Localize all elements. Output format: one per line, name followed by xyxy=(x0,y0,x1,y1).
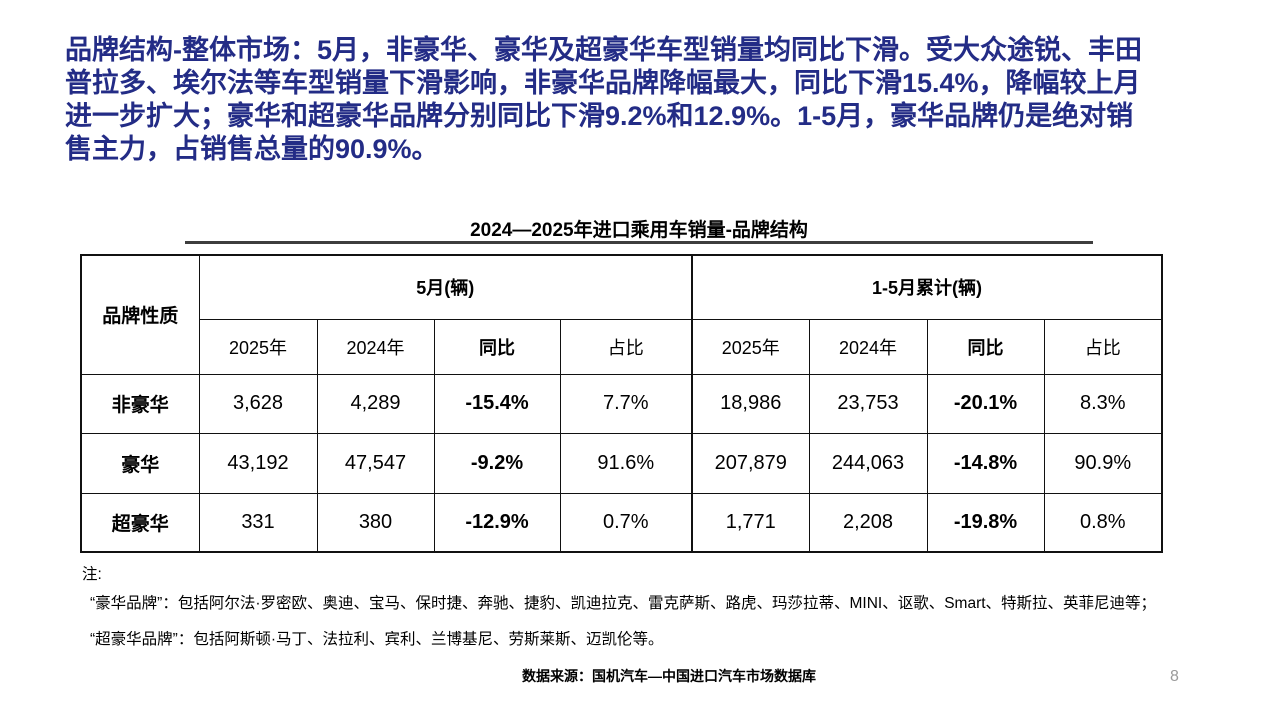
table-cell: -14.8% xyxy=(926,432,1045,494)
table-cell: -20.1% xyxy=(926,373,1045,434)
col-header-ytd-2024: 2024年 xyxy=(808,318,928,375)
group-header-ytd: 1-5月累计(辆) xyxy=(690,254,1163,320)
table-cell: -12.9% xyxy=(433,492,561,553)
table-row-luxury: 豪华 43,192 47,547 -9.2% 91.6% 207,879 244… xyxy=(80,432,1163,494)
table-group-header-row: 品牌性质 5月(辆) 1-5月累计(辆) xyxy=(80,254,1163,375)
page-number: 8 xyxy=(1170,668,1179,685)
headline-line-2: 普拉多、埃尔法等车型销量下滑影响，非豪华品牌降幅最大，同比下滑15.4%，降幅较… xyxy=(65,68,1141,98)
headline-line-3: 进一步扩大；豪华和超豪华品牌分别同比下滑9.2%和12.9%。1-5月，豪华品牌… xyxy=(65,101,1134,131)
col-header-ytd-yoy: 同比 xyxy=(926,318,1045,375)
table-sub-header-row: 2025年 2024年 同比 占比 2025年 2024年 同比 占比 xyxy=(81,318,1163,375)
col-header-may-2025: 2025年 xyxy=(198,318,318,375)
table-cell: -19.8% xyxy=(926,492,1045,553)
table-title: 2024—2025年进口乘用车销量-品牌结构 xyxy=(470,220,808,241)
table-cell: 3,628 xyxy=(198,373,318,434)
table-cell: 1,771 xyxy=(691,492,810,553)
table-cell: 331 xyxy=(198,492,318,553)
col-header-may-2024: 2024年 xyxy=(316,318,435,375)
row-label: 超豪华 xyxy=(80,492,200,553)
col-header-may-share: 占比 xyxy=(559,318,693,375)
headline-line-4: 售主力，占销售总量的90.9%。 xyxy=(65,134,439,164)
note-luxury-brands: “豪华品牌”：包括阿尔法·罗密欧、奥迪、宝马、保时捷、奔驰、捷豹、凯迪拉克、雷克… xyxy=(90,595,1157,612)
table-cell: 0.8% xyxy=(1043,492,1163,553)
table-cell: 244,063 xyxy=(808,432,928,494)
notes: 注: “豪华品牌”：包括阿尔法·罗密欧、奥迪、宝马、保时捷、奔驰、捷豹、凯迪拉克… xyxy=(82,562,1212,663)
table-cell: 207,879 xyxy=(691,432,810,494)
table-cell: 91.6% xyxy=(559,432,693,494)
table-cell: 47,547 xyxy=(316,432,435,494)
col-header-ytd-share: 占比 xyxy=(1043,318,1163,375)
table-cell: 4,289 xyxy=(316,373,435,434)
note-super-luxury-brands: “超豪华品牌”：包括阿斯顿·马丁、法拉利、宾利、兰博基尼、劳斯莱斯、迈凯伦等。 xyxy=(90,631,664,648)
notes-label: 注: xyxy=(82,566,102,583)
corner-header: 品牌性质 xyxy=(80,254,200,375)
col-header-may-yoy: 同比 xyxy=(433,318,561,375)
table-cell: 0.7% xyxy=(559,492,693,553)
table-row-super-luxury: 超豪华 331 380 -12.9% 0.7% 1,771 2,208 -19.… xyxy=(80,492,1163,553)
table-cell: 7.7% xyxy=(559,373,693,434)
headline-line-1: 品牌结构-整体市场：5月，非豪华、豪华及超豪华车型销量均同比下滑。受大众途锐、丰… xyxy=(65,35,1143,65)
table-cell: -9.2% xyxy=(433,432,561,494)
sales-table: 品牌性质 5月(辆) 1-5月累计(辆) 2025年 2024年 同比 占比 2… xyxy=(80,254,1164,553)
group-header-may: 5月(辆) xyxy=(198,254,693,320)
table-cell: 8.3% xyxy=(1043,373,1163,434)
slide-headline: 品牌结构-整体市场：5月，非豪华、豪华及超豪华车型销量均同比下滑。受大众途锐、丰… xyxy=(65,34,1235,166)
table-cell: -15.4% xyxy=(433,373,561,434)
data-source: 数据来源：国机汽车—中国进口汽车市场数据库 xyxy=(522,668,816,684)
col-header-ytd-2025: 2025年 xyxy=(691,318,810,375)
row-label: 非豪华 xyxy=(80,373,200,434)
table-cell: 18,986 xyxy=(691,373,810,434)
table-row-non-luxury: 非豪华 3,628 4,289 -15.4% 7.7% 18,986 23,75… xyxy=(80,373,1163,434)
table-cell: 90.9% xyxy=(1043,432,1163,494)
row-label: 豪华 xyxy=(80,432,200,494)
table-cell: 23,753 xyxy=(808,373,928,434)
table-cell: 43,192 xyxy=(198,432,318,494)
table-cell: 380 xyxy=(316,492,435,553)
table-cell: 2,208 xyxy=(808,492,928,553)
table-title-underline xyxy=(185,241,1093,244)
